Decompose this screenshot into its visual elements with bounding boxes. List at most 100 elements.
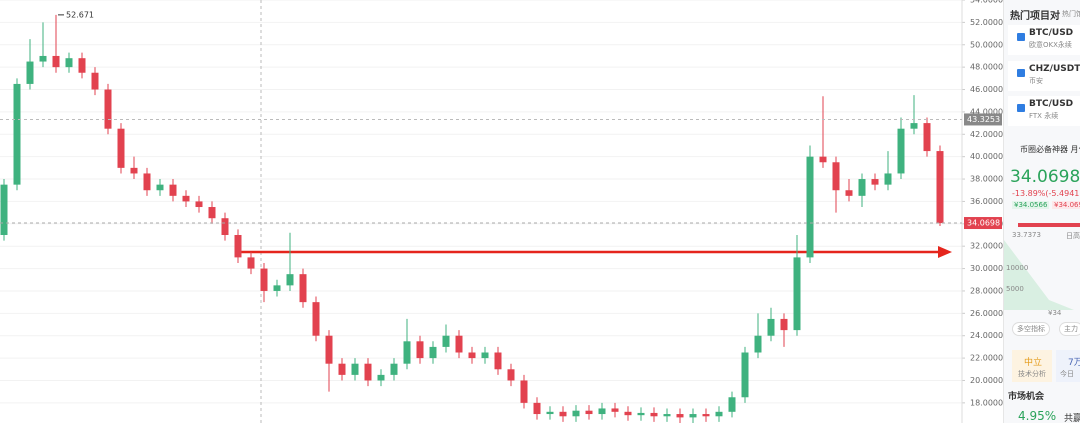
pair-name: BTC/USD: [1029, 99, 1074, 109]
candle-body: [650, 412, 658, 417]
candle-body: [637, 412, 645, 416]
y-tick-label: 30.0000: [970, 264, 1003, 273]
candle-body: [468, 352, 476, 359]
candle-body: [403, 341, 411, 364]
last-price-label: 34.0698: [967, 219, 1000, 228]
day-high: 日高: [1066, 232, 1080, 240]
tab[interactable]: 热门项目对: [1010, 11, 1060, 22]
y-tick-label: 22.0000: [970, 354, 1003, 363]
y-tick-label: 24.0000: [970, 331, 1003, 340]
pair-card[interactable]: BTC/USD FTX 永续: [1008, 96, 1080, 126]
pair-exchange: 欧意OKX永续: [1029, 41, 1072, 49]
candle-body: [416, 341, 424, 359]
pair-exchange: 币安: [1029, 77, 1043, 85]
section-title: 市场机会: [1008, 392, 1045, 402]
candle-body: [26, 61, 34, 84]
candle-body: [130, 167, 138, 174]
y-tick-label: 52.0000: [970, 18, 1003, 27]
candle-body: [234, 235, 242, 258]
y-tick-label: 32.0000: [970, 242, 1003, 251]
pair-card[interactable]: CHZ/USDT 币安: [1008, 61, 1080, 91]
candle-body: [143, 173, 151, 191]
candle-body: [494, 352, 502, 370]
opportunity-tag: 共赢: [1064, 414, 1080, 423]
price-change: -13.89%(-5.4941): [1012, 189, 1080, 198]
candle-body: [247, 257, 255, 269]
candle-body: [923, 123, 931, 152]
candle-body: [663, 414, 671, 417]
candle-body: [364, 363, 372, 381]
crosshair-label: 43.3253: [967, 115, 1000, 124]
candle-body: [858, 179, 866, 196]
candle-body: [598, 408, 606, 415]
annotation-arrowhead: [938, 246, 952, 258]
candle-body: [104, 89, 112, 129]
pair-card[interactable]: BTC/USD 欧意OKX永续: [1008, 25, 1080, 55]
crosshair-badge: [964, 113, 1002, 126]
pair-exchange: FTX 永续: [1029, 112, 1059, 120]
candle-body: [767, 318, 775, 336]
y-tick-label: 28.0000: [970, 286, 1003, 295]
candle-body: [182, 195, 190, 202]
candle-body: [897, 128, 905, 174]
banner[interactable]: 币圈必备神器 月化: [1020, 145, 1080, 154]
candle-body: [559, 411, 567, 417]
candle-body: [351, 363, 359, 375]
candle-body: [221, 218, 229, 235]
candle-body: [676, 414, 684, 418]
candle-body: [819, 156, 827, 163]
y-tick-label: 44.0000: [970, 107, 1003, 116]
candle-body: [442, 335, 450, 347]
button[interactable]: 主力: [1059, 322, 1080, 336]
candle-body: [429, 346, 437, 359]
stat-card: 7万 今日: [1056, 350, 1080, 382]
y-tick-label: 40.0000: [970, 152, 1003, 161]
ask-price: ¥34.069: [1052, 201, 1080, 209]
candle-body: [572, 410, 580, 417]
day-low: 33.7373: [1012, 231, 1041, 239]
stat-label: 技术分析: [1018, 370, 1046, 378]
candle-body: [884, 173, 892, 185]
candle-body: [689, 414, 697, 418]
candle-body: [481, 352, 489, 359]
checkbox[interactable]: [1017, 69, 1025, 77]
depth-label: 5000: [1006, 285, 1024, 293]
candle-body: [845, 190, 853, 196]
candle-body: [702, 414, 710, 417]
candle-body: [273, 285, 281, 291]
candle-body: [624, 411, 632, 416]
candle-body: [325, 335, 333, 364]
y-tick-label: 46.0000: [970, 85, 1003, 94]
candle-body: [65, 58, 73, 68]
stat-value: 中立: [1024, 358, 1043, 368]
candle-body: [156, 184, 164, 191]
y-tick-label: 38.0000: [970, 175, 1003, 184]
stat-value: 7万: [1068, 358, 1080, 368]
candle-body: [611, 408, 619, 412]
tab[interactable]: 热门馆: [1062, 10, 1080, 18]
range-bar: [1018, 223, 1080, 227]
candle-body: [585, 410, 593, 415]
candle-body: [793, 257, 801, 331]
stat-card: 中立 技术分析: [1012, 350, 1052, 382]
depth-label: ¥34: [1048, 309, 1062, 317]
candle-body: [780, 318, 788, 331]
y-tick-label: 36.0000: [970, 197, 1003, 206]
checkbox[interactable]: [1017, 33, 1025, 41]
candle-body: [78, 58, 86, 73]
stat-label: 今日: [1060, 370, 1074, 378]
candle-body: [910, 123, 918, 129]
candle-body: [195, 201, 203, 208]
button[interactable]: 多空指标: [1012, 322, 1050, 336]
y-tick-label: 50.0000: [970, 40, 1003, 49]
checkbox[interactable]: [1017, 104, 1025, 112]
depth-chart: [1004, 240, 1074, 310]
candle-body: [377, 374, 385, 381]
candle-body: [13, 83, 21, 185]
candle-body: [832, 162, 840, 191]
candle-body: [52, 55, 60, 68]
candle-body: [520, 380, 528, 403]
opportunity-value: 4.95%: [1018, 409, 1057, 423]
candle-body: [286, 274, 294, 286]
